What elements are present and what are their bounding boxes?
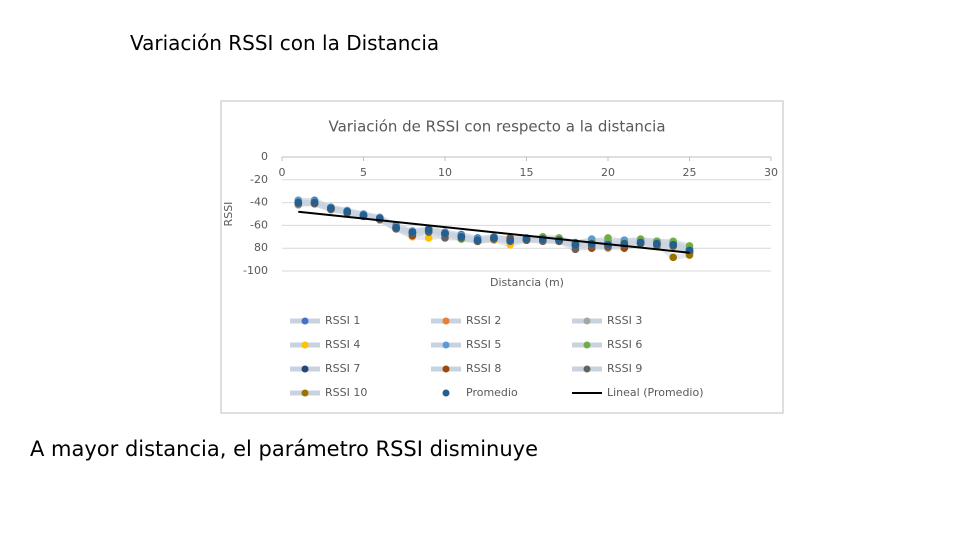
marker: [522, 235, 531, 243]
chart-title: Variación de RSSI con respecto a la dist…: [328, 118, 665, 136]
x-tick-label: 20: [601, 166, 615, 179]
marker: [408, 228, 417, 237]
caption: A mayor distancia, el parámetro RSSI dis…: [30, 437, 538, 461]
legend-label: Promedio: [466, 386, 518, 399]
legend-marker: [583, 365, 591, 373]
legend-marker: [301, 341, 309, 349]
legend-marker: [442, 389, 450, 397]
legend-label: RSSI 2: [466, 314, 501, 327]
legend-label: RSSI 4: [325, 338, 360, 351]
x-tick-label: 5: [360, 166, 367, 179]
marker: [457, 233, 466, 241]
marker: [506, 236, 514, 245]
x-axis-title: Distancia (m): [490, 276, 564, 289]
marker: [669, 240, 677, 249]
y-axis-title: RSSI: [222, 202, 235, 227]
marker: [490, 234, 498, 242]
legend-label: RSSI 5: [466, 338, 501, 351]
marker: [669, 253, 677, 262]
marker: [604, 234, 612, 242]
y-tick-label: 0: [261, 150, 268, 163]
legend-marker: [442, 341, 450, 349]
x-tick-label: 30: [764, 166, 778, 179]
legend-label: RSSI 8: [466, 362, 501, 375]
marker: [294, 198, 303, 207]
legend-marker: [583, 341, 591, 349]
legend-label: RSSI 6: [607, 338, 642, 351]
slide-title: Variación RSSI con la Distancia: [130, 31, 440, 55]
legend-marker: [583, 317, 591, 325]
legend-label: RSSI 10: [325, 386, 367, 399]
legend-marker: [301, 365, 309, 373]
marker: [441, 229, 449, 238]
marker: [310, 198, 319, 207]
marker: [327, 204, 335, 213]
legend-label: Lineal (Promedio): [607, 386, 704, 399]
y-tick-label: 80: [254, 241, 268, 254]
x-tick-label: 10: [438, 166, 452, 179]
legend-marker: [442, 365, 450, 373]
marker: [424, 226, 433, 234]
marker: [343, 207, 352, 216]
marker: [653, 239, 661, 248]
y-tick-label: -20: [250, 173, 268, 186]
y-tick-label: -40: [250, 196, 268, 209]
marker: [359, 211, 368, 219]
legend-marker: [301, 317, 309, 325]
marker: [424, 234, 433, 242]
x-tick-label: 25: [683, 166, 697, 179]
marker: [392, 223, 400, 232]
marker: [473, 236, 482, 245]
legend-marker: [301, 389, 309, 397]
legend-label: RSSI 7: [325, 362, 360, 375]
x-tick-label: 15: [520, 166, 534, 179]
legend-label: RSSI 9: [607, 362, 642, 375]
legend-marker: [442, 317, 450, 325]
y-tick-label: -60: [250, 218, 268, 231]
marker: [571, 240, 580, 249]
legend-label: RSSI 3: [607, 314, 642, 327]
legend-label: RSSI 1: [325, 314, 360, 327]
x-tick-label: 0: [279, 166, 286, 179]
trendline: [298, 210, 690, 254]
marker: [636, 238, 645, 247]
y-tick-label: -100: [243, 264, 268, 277]
